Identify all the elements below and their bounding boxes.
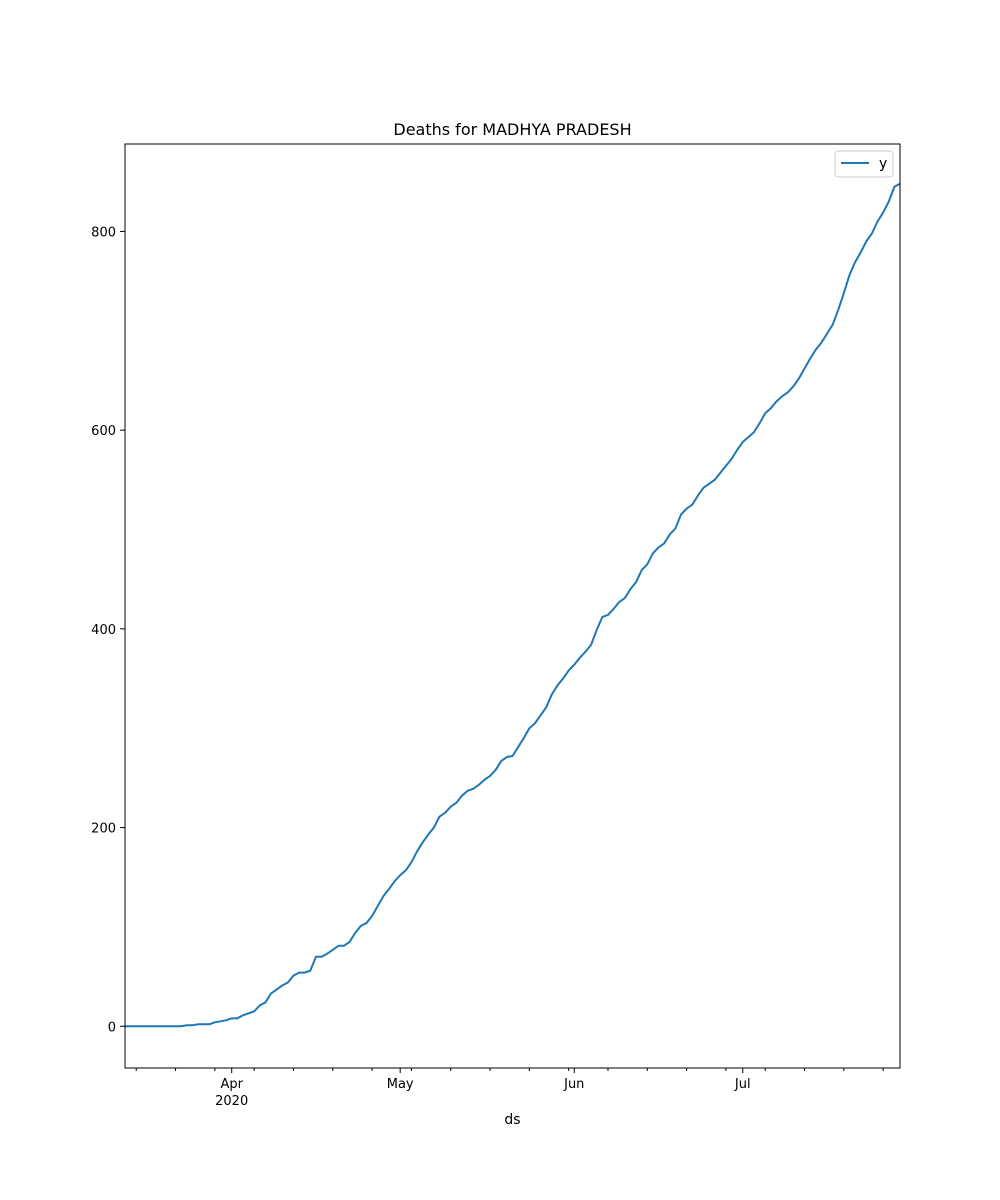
- y-tick-label: 400: [91, 623, 116, 638]
- legend: y: [834, 150, 894, 178]
- y-tick-label: 800: [91, 225, 116, 240]
- legend-label: y: [879, 156, 887, 172]
- plot-area: [125, 182, 901, 1028]
- chart-title: Deaths for MADHYA PRADESH: [393, 120, 631, 139]
- x-axis: Apr 2020 May Jun Jul: [135, 1068, 884, 1109]
- series-line-y: [125, 182, 901, 1028]
- x-tick-label: Apr: [220, 1077, 243, 1092]
- y-tick-label: 0: [108, 1020, 116, 1035]
- y-tick-label: 600: [91, 424, 116, 439]
- x-tick-sublabel: 2020: [215, 1094, 248, 1109]
- x-axis-label: ds: [504, 1112, 520, 1128]
- x-tick-label: Jun: [563, 1077, 584, 1092]
- axes-frame: [124, 143, 901, 1069]
- y-tick-label: 200: [91, 822, 116, 837]
- y-axis: 0 200 400 600 800: [91, 225, 125, 1035]
- x-tick-label: May: [387, 1077, 414, 1092]
- x-tick-label: Jul: [734, 1077, 751, 1092]
